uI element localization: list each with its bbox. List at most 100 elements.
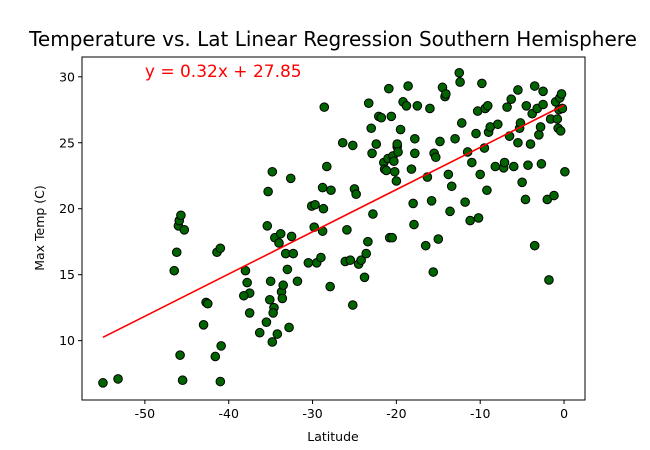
data-point [366,123,377,134]
data-point [520,194,531,205]
data-point [430,152,441,163]
data-point [490,161,501,172]
data-point [356,255,366,265]
data-point [367,148,377,159]
data-point [433,234,444,244]
data-point [242,277,252,288]
data-point [268,308,278,318]
data-point [319,102,330,112]
data-point [538,86,548,97]
data-point [460,197,470,207]
data-point [169,265,180,276]
data-point [508,161,519,172]
data-point [443,169,454,180]
plot-area [82,57,585,400]
data-point [410,133,420,144]
data-point [363,236,373,247]
data-point [560,166,570,177]
data-point [284,322,294,333]
chart-title: Temperature vs. Lat Linear Regression So… [28,27,637,51]
data-point [425,103,435,114]
data-point [171,247,182,258]
data-point [198,320,209,330]
data-point [475,169,486,180]
data-point [244,308,255,318]
data-point [517,177,527,188]
data-point [239,290,249,301]
y-axis-label: Max Temp (C) [32,185,47,271]
y-tick-label: 10 [59,333,75,348]
data-point [450,133,460,144]
data-point [412,101,423,111]
data-point [401,101,412,111]
data-point [426,196,437,206]
data-point [381,165,392,176]
data-point [179,225,190,235]
x-tick-label: 0 [560,406,568,421]
x-axis: -50 -40 -30 -20 -10 0 [135,400,568,421]
data-point [264,294,275,305]
data-point [552,114,563,124]
data-point [513,137,523,148]
data-point [215,243,226,254]
data-point [303,258,314,268]
data-point [274,238,284,248]
data-point [361,248,371,259]
data-point [409,219,419,230]
data-point [288,248,299,259]
data-point [325,281,335,292]
data-point [318,203,329,214]
y-tick-label: 20 [59,201,75,216]
data-point [389,156,399,167]
data-point [317,182,328,193]
x-tick-label: -10 [470,406,490,421]
data-point [347,300,358,310]
data-point [351,189,361,199]
data-point [529,81,540,91]
data-point [347,140,358,151]
data-point [267,166,278,177]
data-point [262,221,273,231]
data-point [446,181,457,192]
data-point [456,118,467,128]
data-point [534,130,544,140]
data-point [215,376,226,387]
data-point [363,98,374,108]
data-point [391,176,402,186]
data-point [376,112,387,123]
data-point [310,199,320,210]
data-point [216,341,226,351]
data-point [175,350,185,360]
x-tick-label: -30 [302,406,322,421]
data-point [254,327,265,338]
data-point [393,147,403,157]
data-point [435,136,445,147]
data-point [482,185,492,196]
data-point [471,128,481,139]
data-point [395,124,406,135]
regression-line [102,104,565,339]
x-tick-label: -50 [135,406,155,421]
data-point [384,83,394,94]
data-point [202,298,213,309]
data-point [513,85,523,95]
data-point [549,190,559,201]
data-point [445,206,455,217]
y-tick-label: 15 [59,267,75,282]
data-point [525,139,536,149]
plot-frame [81,56,586,401]
data-point [368,209,378,219]
data-point [467,157,477,168]
data-point [529,240,540,251]
data-point [455,77,465,87]
data-point [389,166,400,177]
data-point [555,126,566,136]
data-point [371,139,382,149]
y-tick-label: 30 [59,69,75,84]
x-tick-label: -40 [218,406,238,421]
data-point [277,293,288,304]
data-point [493,119,503,130]
data-point [386,111,397,122]
data-point [406,164,417,174]
y-tick-label: 25 [59,135,75,150]
